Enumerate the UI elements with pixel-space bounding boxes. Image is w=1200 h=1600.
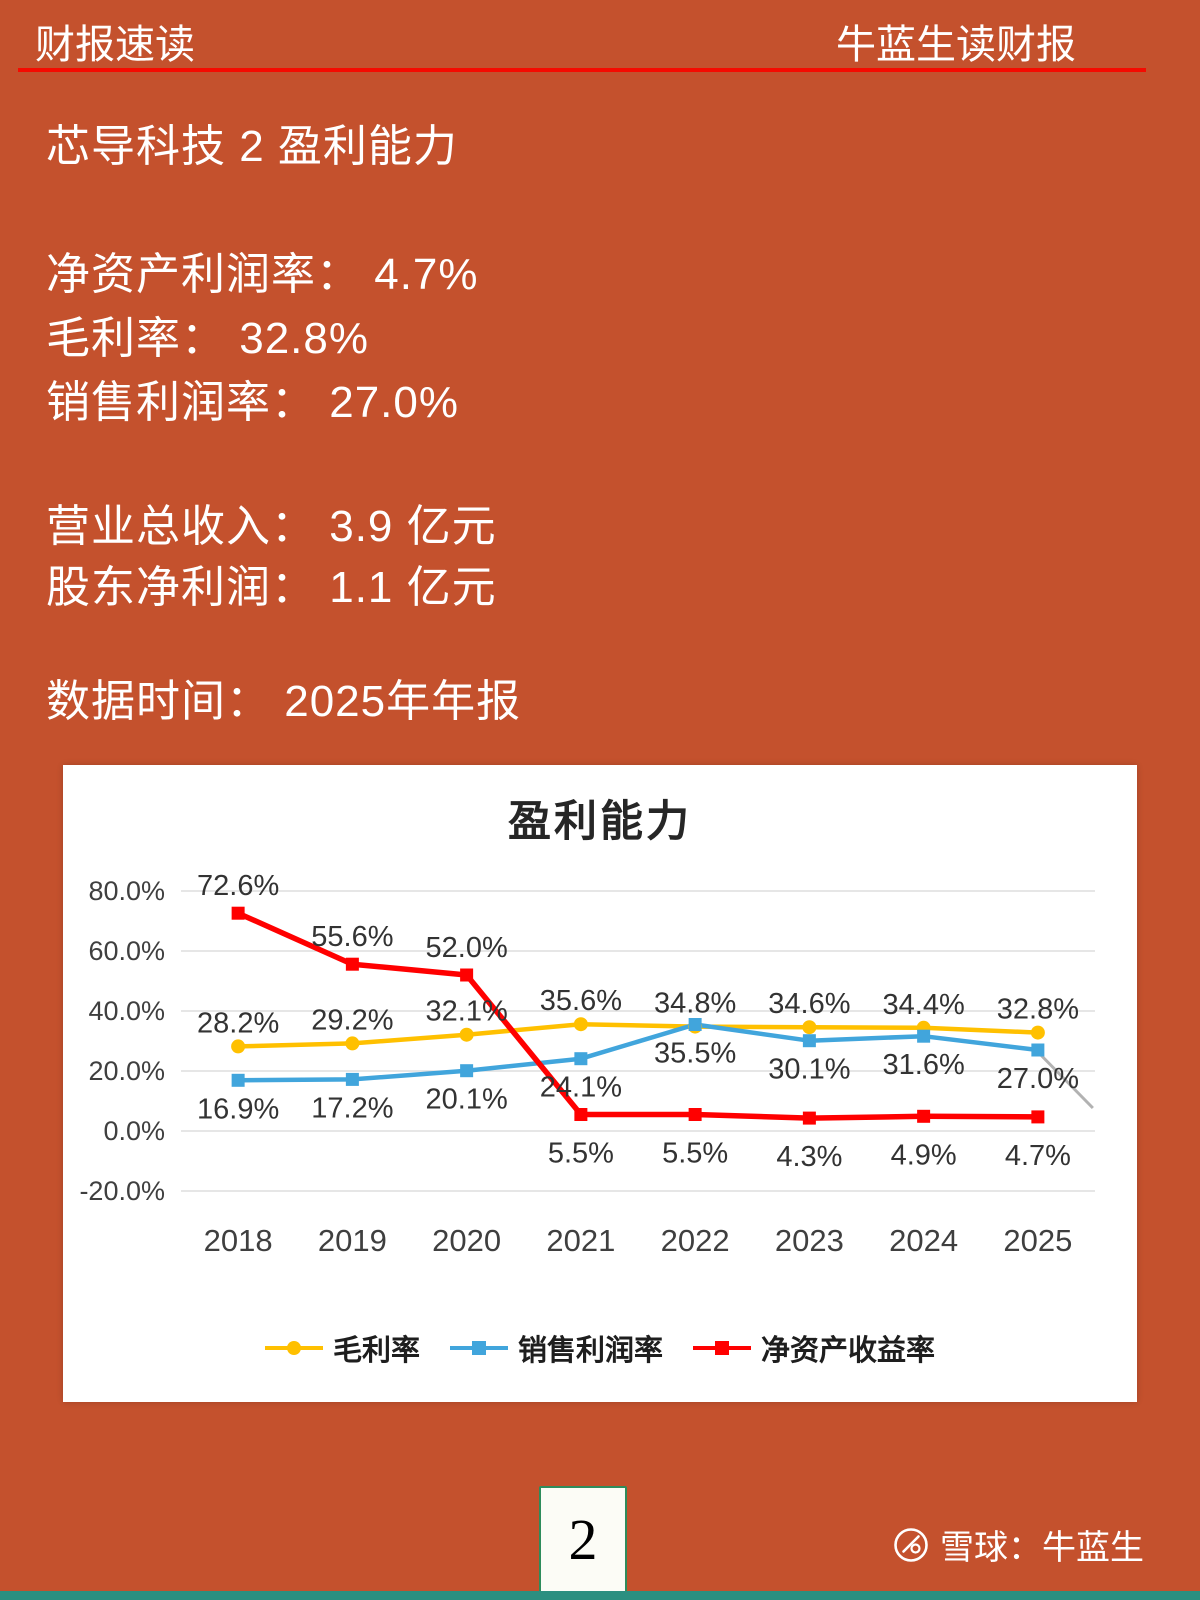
svg-text:28.2%: 28.2% — [197, 1007, 279, 1039]
profitability-line-chart: -20.0% 0.0% 20.0% 40.0% 60.0% 80.0% 2018 2019 20… — [79, 870, 1095, 1258]
header-divider — [18, 68, 1146, 72]
svg-text:34.8%: 34.8% — [654, 988, 736, 1020]
legend-item: 销售利润率 — [449, 1327, 663, 1369]
legend-label: 净资产收益率 — [761, 1335, 936, 1367]
svg-text:2024: 2024 — [889, 1223, 958, 1258]
watermark-text: 雪球：牛蓝生 — [940, 1529, 1144, 1567]
legend-marker — [264, 1341, 323, 1355]
svg-text:2022: 2022 — [661, 1223, 730, 1258]
svg-text:-20.0%: -20.0% — [79, 1176, 165, 1206]
svg-text:32.8%: 32.8% — [997, 994, 1079, 1026]
svg-text:52.0%: 52.0% — [426, 932, 508, 964]
svg-text:35.5%: 35.5% — [654, 1038, 736, 1070]
stat-gross-margin: 毛利率： 32.8% — [46, 314, 369, 363]
data-period: 数据时间： 2025年年报 — [46, 677, 522, 726]
page-number: 2 — [568, 1507, 598, 1572]
legend-marker — [449, 1341, 508, 1355]
svg-text:4.3%: 4.3% — [776, 1141, 842, 1173]
svg-text:2020: 2020 — [432, 1223, 501, 1258]
svg-text:72.6%: 72.6% — [197, 870, 279, 902]
watermark: 雪球：牛蓝生 — [892, 1520, 1144, 1569]
xueqiu-logo-icon — [894, 1527, 928, 1562]
legend-marker — [693, 1341, 751, 1355]
svg-text:32.1%: 32.1% — [426, 996, 508, 1028]
svg-text:17.2%: 17.2% — [311, 1092, 393, 1124]
svg-text:5.5%: 5.5% — [548, 1138, 614, 1170]
svg-text:80.0%: 80.0% — [88, 876, 165, 906]
svg-text:4.9%: 4.9% — [891, 1139, 957, 1171]
svg-text:16.9%: 16.9% — [197, 1093, 279, 1125]
chart-title: 盈利能力 — [508, 798, 692, 846]
svg-text:0.0%: 0.0% — [103, 1116, 165, 1146]
chart-legend: 毛利率 销售利润率 净资产收益率 — [63, 1327, 1137, 1369]
svg-text:35.6%: 35.6% — [540, 985, 622, 1017]
svg-text:31.6%: 31.6% — [883, 1049, 965, 1081]
legend-item: 净资产收益率 — [693, 1327, 935, 1369]
header-left-title: 财报速读 — [35, 23, 195, 67]
svg-text:2018: 2018 — [204, 1223, 273, 1258]
svg-text:60.0%: 60.0% — [88, 936, 165, 966]
svg-text:20.0%: 20.0% — [88, 1056, 165, 1086]
svg-text:5.5%: 5.5% — [662, 1138, 728, 1170]
svg-text:30.1%: 30.1% — [768, 1054, 850, 1086]
page-title: 芯导科技 2 盈利能力 — [46, 122, 458, 171]
svg-text:2025: 2025 — [1003, 1223, 1072, 1258]
svg-text:34.4%: 34.4% — [883, 989, 965, 1021]
svg-text:24.1%: 24.1% — [540, 1072, 622, 1104]
svg-text:2023: 2023 — [775, 1223, 844, 1258]
footer-strip — [0, 1591, 1200, 1600]
svg-text:4.7%: 4.7% — [1005, 1140, 1071, 1172]
header-right-title: 牛蓝生读财报 — [836, 23, 1076, 67]
svg-text:27.0%: 27.0% — [997, 1063, 1079, 1095]
legend-label: 毛利率 — [332, 1335, 420, 1367]
legend-label: 销售利润率 — [517, 1335, 663, 1367]
svg-text:34.6%: 34.6% — [768, 988, 850, 1020]
profitability-chart-panel: 盈利能力 -20.0% 0.0% 20.0% 40.0% 60.0% 80.0% 2018 2… — [63, 765, 1137, 1402]
stat-net-sales-margin: 销售利润率： 27.0% — [46, 378, 459, 427]
stat-total-revenue: 营业总收入： 3.9 亿元 — [46, 502, 497, 551]
svg-text:55.6%: 55.6% — [311, 921, 393, 953]
svg-text:2019: 2019 — [318, 1223, 387, 1258]
page-number-box: 2 — [539, 1486, 627, 1593]
svg-text:2021: 2021 — [546, 1223, 615, 1258]
legend-item: 毛利率 — [264, 1327, 420, 1369]
stat-shareholder-profit: 股东净利润： 1.1 亿元 — [46, 563, 497, 612]
svg-text:29.2%: 29.2% — [311, 1004, 393, 1036]
stat-net-asset-margin: 净资产利润率： 4.7% — [46, 250, 479, 299]
svg-text:40.0%: 40.0% — [88, 996, 165, 1026]
svg-text:20.1%: 20.1% — [426, 1084, 508, 1116]
